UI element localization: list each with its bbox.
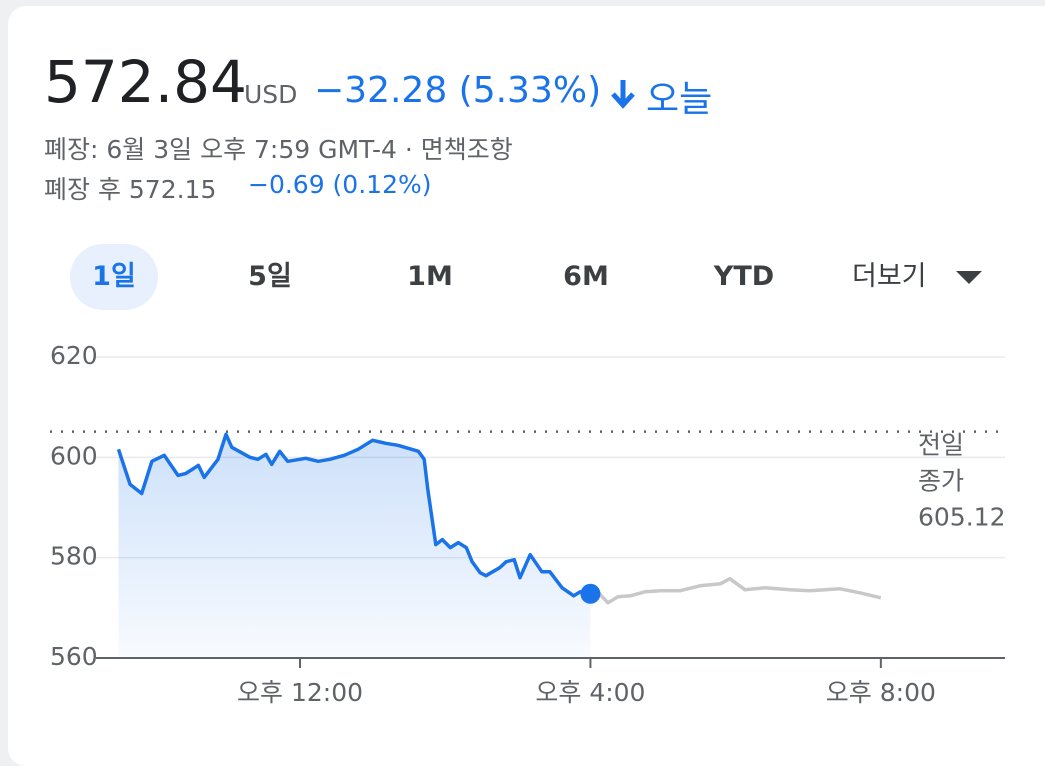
range-tab[interactable]: 더보기 xyxy=(852,261,927,292)
quote-card xyxy=(8,6,1045,766)
range-tab[interactable]: 6M xyxy=(563,261,609,292)
price: 572.84 xyxy=(44,48,247,116)
period: 오늘 xyxy=(646,79,713,120)
range-tab[interactable]: YTD xyxy=(713,261,775,292)
dropdown-icon xyxy=(956,271,982,284)
after-hours-change: −0.69 (0.12%) xyxy=(248,170,432,199)
after-hours-price: 폐장 후 572.15 xyxy=(44,175,217,204)
change: −32.28 (5.33%) xyxy=(314,70,602,111)
range-tab[interactable]: 1M xyxy=(407,261,453,292)
down-arrow xyxy=(611,80,635,109)
range-tab[interactable]: 1일 xyxy=(70,244,158,310)
range-tab[interactable]: 5일 xyxy=(248,261,292,292)
market-status: 폐장: 6월 3일 오후 7:59 GMT-4 · 면책조항 xyxy=(44,135,513,164)
currency: USD xyxy=(244,80,298,109)
